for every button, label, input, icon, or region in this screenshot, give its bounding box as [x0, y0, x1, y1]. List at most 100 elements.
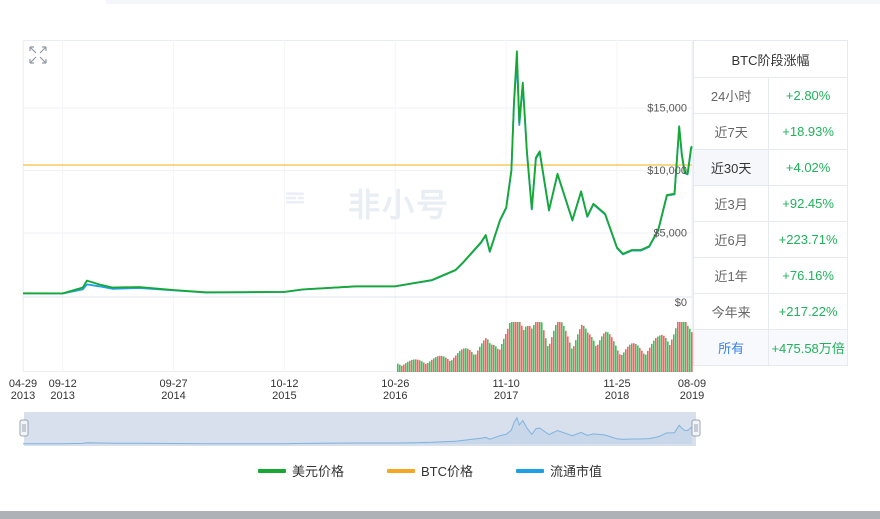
volume-bar	[619, 354, 621, 372]
volume-bar	[477, 350, 479, 372]
volume-bar	[667, 341, 669, 372]
volume-bar	[495, 346, 497, 372]
y-tick-label: $10,000	[647, 165, 687, 177]
chart-frame	[23, 40, 693, 372]
volume-bar	[457, 353, 459, 372]
range-row[interactable]: 近6月 +223.71%	[692, 221, 848, 258]
volume-bar	[401, 365, 403, 372]
volume-bar	[409, 360, 411, 372]
volume-bar	[583, 325, 585, 372]
volume-bar	[459, 350, 461, 372]
x-tick-year: 2017	[494, 390, 518, 402]
x-tick-label: 10-12	[270, 378, 298, 390]
volume-bar	[643, 353, 645, 372]
volume-bar	[609, 334, 611, 372]
volume-bar	[463, 348, 465, 372]
volume-bar	[677, 322, 679, 372]
volume-bar	[579, 329, 581, 372]
x-tick-year: 2018	[605, 390, 629, 402]
volume-bar	[689, 328, 691, 372]
volume-bar	[451, 360, 453, 372]
volume-bar	[439, 355, 441, 372]
volume-bar	[535, 322, 537, 372]
volume-bar	[499, 349, 501, 372]
volume-bar	[611, 337, 613, 372]
y-tick-label: $15,000	[647, 103, 687, 115]
range-value: +92.45%	[768, 185, 848, 222]
volume-bar	[523, 329, 525, 372]
range-row[interactable]: 近30天 +4.02%	[692, 149, 848, 186]
volume-bar	[441, 355, 443, 372]
volume-bar	[445, 357, 447, 372]
volume-bar	[425, 363, 427, 372]
volume-bar	[501, 344, 503, 372]
volume-bar	[617, 350, 619, 372]
range-row[interactable]: 近1年 +76.16%	[692, 257, 848, 294]
volume-bar	[483, 340, 485, 372]
volume-bar	[627, 346, 629, 372]
volume-bar	[545, 338, 547, 372]
range-value: +2.80%	[768, 77, 848, 114]
series-line	[22, 59, 693, 295]
fullscreen-icon[interactable]	[27, 44, 49, 66]
legend-item-btc-price[interactable]: BTC价格	[387, 461, 473, 480]
legend-item-usd-price[interactable]: 美元价格	[258, 461, 344, 480]
volume-bar	[479, 346, 481, 372]
volume-bar	[511, 322, 513, 372]
btc-range-table: BTC阶段涨幅 24小时 +2.80% 近7天 +18.93% 近30天 +4.02% 近3…	[692, 40, 848, 366]
volume-bar	[547, 346, 549, 372]
volume-bar	[543, 330, 545, 372]
volume-bar	[515, 322, 517, 372]
range-row[interactable]: 近7天 +18.93%	[692, 113, 848, 150]
volume-bar	[615, 345, 617, 372]
x-tick-year: 2015	[272, 390, 296, 402]
volume-bar	[635, 343, 637, 372]
range-label: 近30天	[692, 149, 770, 186]
volume-bar	[647, 351, 649, 372]
volume-bar	[567, 336, 569, 372]
legend-label: 流通市值	[550, 464, 603, 479]
volume-bar	[491, 344, 493, 372]
volume-bar	[449, 360, 451, 372]
range-value: +475.58万倍	[768, 329, 848, 366]
x-tick-label: 09-27	[159, 378, 187, 390]
range-label: 近3月	[692, 185, 770, 222]
range-row[interactable]: 24小时 +2.80%	[692, 77, 848, 114]
volume-bar	[493, 344, 495, 372]
volume-bar	[529, 325, 531, 372]
volume-bar	[673, 334, 675, 372]
range-row[interactable]: 今年来 +217.22%	[692, 293, 848, 330]
volume-bar	[657, 336, 659, 372]
volume-bar	[539, 322, 541, 372]
x-tick-label: 04-29	[9, 378, 37, 390]
volume-bar	[569, 342, 571, 372]
volume-bar	[403, 364, 405, 372]
volume-bar	[605, 331, 607, 372]
volume-bar	[423, 362, 425, 372]
volume-bar	[475, 354, 477, 372]
volume-bar	[443, 356, 445, 372]
volume-bar	[405, 363, 407, 372]
navigator-handle[interactable]	[691, 419, 701, 437]
range-table-header: BTC阶段涨幅	[693, 40, 848, 78]
volume-bar	[655, 338, 657, 372]
volume-bar	[621, 354, 623, 372]
legend-item-market-cap[interactable]: 流通市值	[516, 461, 602, 480]
volume-bar	[407, 361, 409, 372]
range-row[interactable]: 所有 +475.58万倍	[692, 329, 848, 366]
volume-bar	[467, 348, 469, 372]
volume-bar	[559, 322, 561, 372]
range-row[interactable]: 近3月 +92.45%	[692, 185, 848, 222]
range-navigator	[19, 412, 701, 446]
watermark-logo-icon	[285, 192, 305, 204]
volume-bar	[685, 322, 687, 372]
x-tick-label: 11-25	[603, 378, 630, 390]
volume-bar	[473, 354, 475, 372]
navigator-handle[interactable]	[19, 419, 29, 437]
legend-swatch-marketcap	[516, 468, 544, 473]
volume-bar	[519, 322, 521, 372]
volume-bar	[531, 328, 533, 372]
range-value: +4.02%	[768, 149, 848, 186]
navigator-line	[23, 416, 693, 445]
